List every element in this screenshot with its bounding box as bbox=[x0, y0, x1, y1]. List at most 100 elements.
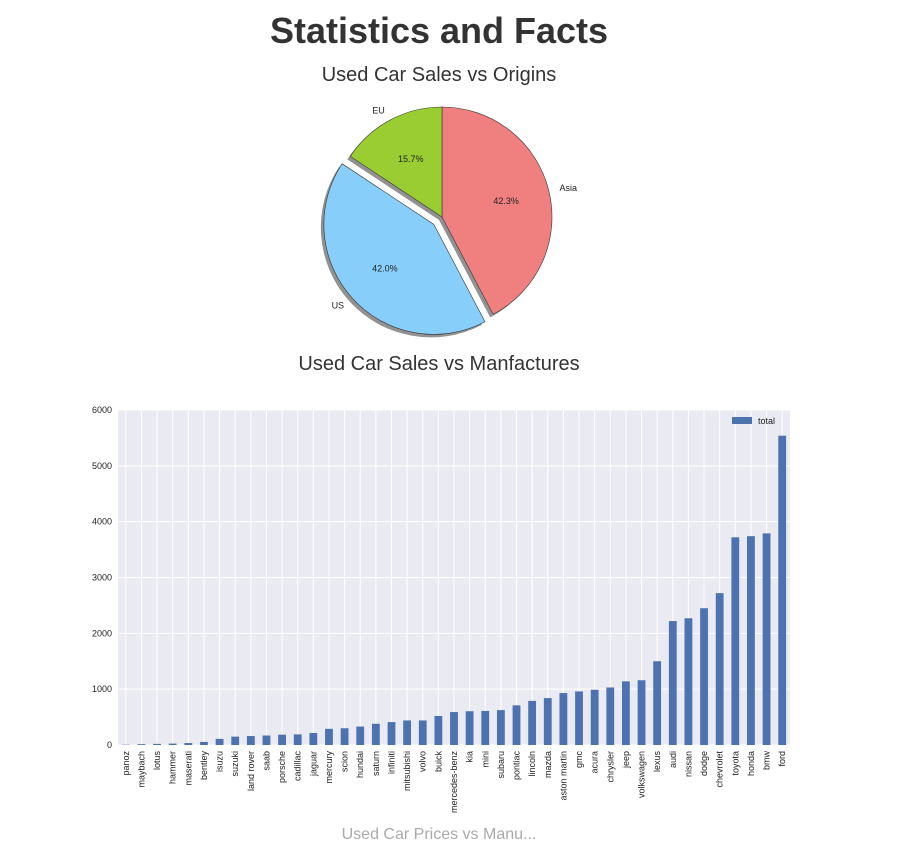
bar-cadillac bbox=[294, 734, 302, 745]
pie-pct-label-us: 42.0% bbox=[372, 264, 398, 274]
x-tick-label: lotus bbox=[152, 751, 162, 771]
page-title: Statistics and Facts bbox=[0, 10, 878, 52]
bar-bentley bbox=[200, 742, 208, 745]
x-tick-label: scion bbox=[340, 751, 350, 772]
x-tick-label: land rover bbox=[246, 751, 256, 791]
x-tick-label: dodge bbox=[699, 751, 709, 776]
bar-hundai bbox=[356, 727, 364, 745]
legend-swatch bbox=[732, 417, 752, 424]
y-tick-label: 4000 bbox=[92, 517, 112, 527]
x-tick-label: chevrolet bbox=[715, 751, 725, 788]
x-tick-label: buick bbox=[433, 751, 443, 773]
x-tick-labels: panoz maybach lotus hammer maserati bentley is… bbox=[121, 751, 787, 814]
x-tick-label: audi bbox=[668, 751, 678, 768]
bar-hammer bbox=[169, 744, 177, 745]
y-tick-labels: 0 1000 2000 3000 4000 5000 6000 bbox=[92, 405, 112, 750]
x-tick-label: jeep bbox=[621, 751, 631, 769]
x-tick-label: mazda bbox=[543, 751, 553, 778]
bar-buick bbox=[434, 716, 442, 745]
bar-aston-martin bbox=[559, 693, 567, 745]
x-tick-label: ford bbox=[777, 751, 787, 767]
x-tick-label: cadillac bbox=[293, 751, 303, 782]
pie-category-label-eu: EU bbox=[372, 105, 385, 115]
bar-ford bbox=[778, 436, 786, 745]
x-tick-label: panoz bbox=[121, 751, 131, 776]
bar-chart-title: Used Car Sales vs Manfactures bbox=[0, 353, 878, 376]
bar-bmw bbox=[763, 533, 771, 745]
x-tick-label: chrysler bbox=[605, 751, 615, 783]
next-chart-title: Used Car Prices vs Manu... bbox=[0, 826, 878, 844]
bar-mercury bbox=[325, 729, 333, 745]
x-tick-label: maserati bbox=[183, 751, 193, 786]
bar-maserati bbox=[184, 743, 192, 745]
legend-label: total bbox=[758, 416, 775, 426]
bar-saab bbox=[263, 736, 271, 745]
bar-nissan bbox=[685, 618, 693, 745]
bar-lincoln bbox=[528, 701, 536, 745]
x-tick-label: hammer bbox=[168, 751, 178, 784]
bar-kia bbox=[466, 711, 474, 745]
bar-suzuki bbox=[231, 737, 239, 745]
y-tick-label: 5000 bbox=[92, 461, 112, 471]
pie-category-label-us: US bbox=[332, 301, 345, 311]
x-tick-label: lincoln bbox=[527, 751, 537, 777]
x-tick-label: bmw bbox=[762, 751, 772, 771]
pie-slices bbox=[324, 107, 552, 334]
x-tick-label: lexus bbox=[652, 751, 662, 773]
x-tick-label: maybach bbox=[136, 751, 146, 788]
bar-pontiac bbox=[513, 705, 521, 745]
bar-acura bbox=[591, 690, 599, 745]
x-tick-label: saab bbox=[261, 751, 271, 771]
bar-lexus bbox=[653, 661, 661, 745]
x-tick-label: mini bbox=[480, 751, 490, 768]
bar-chrysler bbox=[606, 687, 614, 745]
x-tick-label: suzuki bbox=[230, 751, 240, 777]
y-tick-label: 6000 bbox=[92, 405, 112, 415]
bar-subaru bbox=[497, 710, 505, 745]
pie-pct-label-asia: 42.3% bbox=[493, 196, 519, 206]
bar-volvo bbox=[419, 720, 427, 745]
bar-maybach bbox=[138, 744, 146, 745]
x-tick-label: mitsubishi bbox=[402, 751, 412, 791]
x-tick-label: mercedes-benz bbox=[449, 751, 459, 814]
bar-land-rover bbox=[247, 736, 255, 745]
bar-toyota bbox=[731, 537, 739, 745]
x-tick-label: saturn bbox=[371, 751, 381, 776]
bar-volkswagen bbox=[638, 680, 646, 745]
x-tick-label: infiniti bbox=[386, 751, 396, 774]
x-tick-label: toyota bbox=[730, 751, 740, 776]
x-tick-label: honda bbox=[746, 751, 756, 776]
bar-dodge bbox=[700, 608, 708, 745]
x-tick-label: hundai bbox=[355, 751, 365, 778]
y-tick-label: 1000 bbox=[92, 684, 112, 694]
bar-lotus bbox=[153, 744, 161, 745]
bar-mercedes-benz bbox=[450, 712, 458, 745]
bar-scion bbox=[341, 728, 349, 745]
bar-gmc bbox=[575, 691, 583, 745]
x-tick-label: acura bbox=[590, 751, 600, 774]
bar-mazda bbox=[544, 698, 552, 745]
x-tick-label: isuzu bbox=[215, 751, 225, 772]
bar-porsche bbox=[278, 735, 286, 745]
pie-pct-label-eu: 15.7% bbox=[398, 154, 424, 164]
pie-category-label-asia: Asia bbox=[559, 183, 577, 193]
bar-honda bbox=[747, 536, 755, 745]
bar-jaguar bbox=[309, 733, 317, 745]
x-tick-label: bentley bbox=[199, 751, 209, 781]
bar-jeep bbox=[622, 681, 630, 745]
bar-saturn bbox=[372, 724, 380, 745]
x-tick-label: mercury bbox=[324, 751, 334, 784]
x-tick-label: gmc bbox=[574, 751, 584, 769]
x-tick-label: subaru bbox=[496, 751, 506, 779]
bar-isuzu bbox=[216, 739, 224, 745]
bar-audi bbox=[669, 621, 677, 745]
x-tick-label: pontiac bbox=[512, 751, 522, 781]
y-tick-label: 3000 bbox=[92, 573, 112, 583]
bar-infiniti bbox=[388, 722, 396, 745]
x-tick-label: volvo bbox=[418, 751, 428, 772]
x-tick-label: kia bbox=[465, 751, 475, 763]
pie-chart-title: Used Car Sales vs Origins bbox=[0, 64, 878, 87]
y-tick-label: 0 bbox=[107, 740, 112, 750]
y-tick-label: 2000 bbox=[92, 628, 112, 638]
x-tick-label: volkswagen bbox=[637, 751, 647, 798]
